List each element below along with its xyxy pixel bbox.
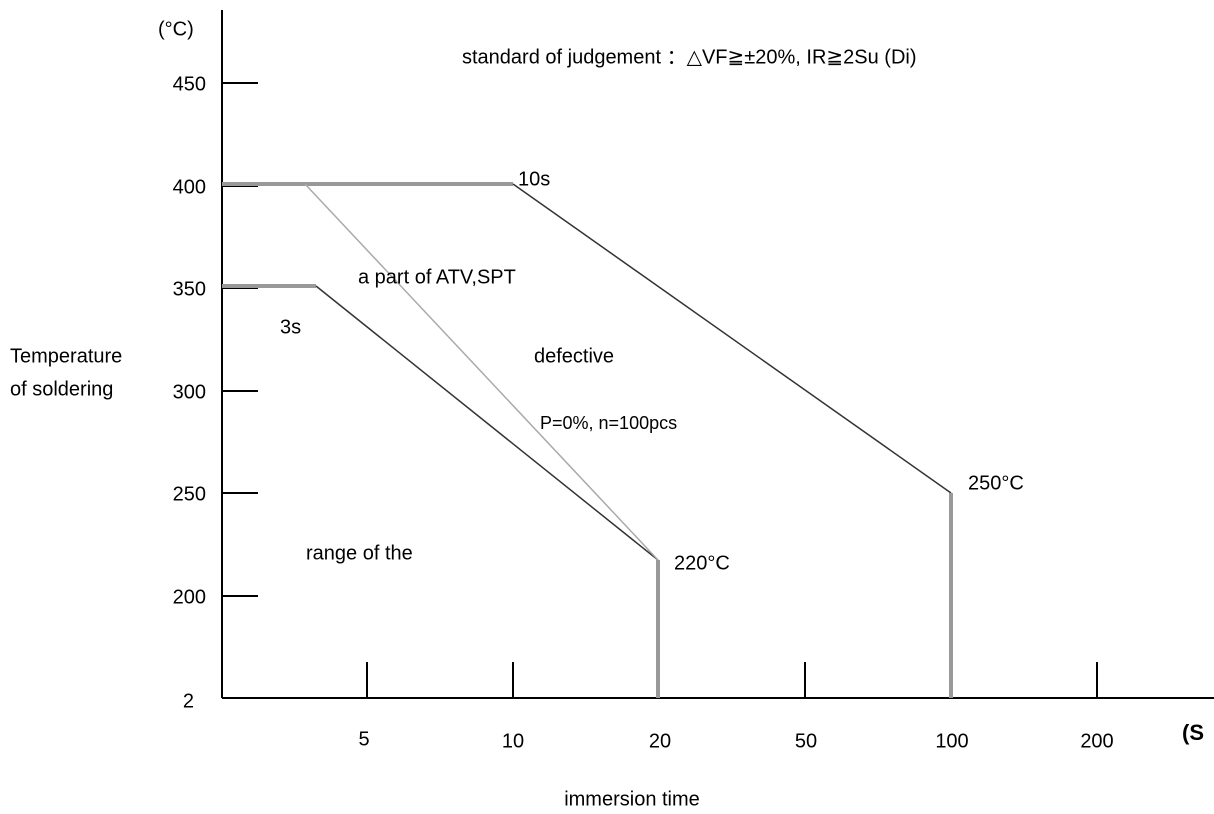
annotation: 220°C <box>674 552 730 574</box>
axes <box>221 10 1214 699</box>
y-title: Temperature <box>10 345 122 367</box>
annotation: 10s <box>518 168 550 190</box>
x-label: 50 <box>795 730 817 752</box>
x-label: 20 <box>649 730 671 752</box>
y-label: 250 <box>173 483 206 505</box>
x-label: 10 <box>502 730 524 752</box>
x-unit: (S <box>1182 720 1204 745</box>
upper-curve <box>512 183 952 494</box>
y-labels: 450 400 350 300 250 200 2 <box>173 73 206 712</box>
annotation: a part of ATV,SPT <box>358 266 516 288</box>
y-label: 350 <box>173 278 206 300</box>
annotation: range of the <box>306 542 413 564</box>
y-label: 2 <box>183 690 194 712</box>
annotation: 250°C <box>968 472 1024 494</box>
y-label: 300 <box>173 381 206 403</box>
x-title: immersion time <box>564 788 700 810</box>
atv-curve <box>304 183 659 561</box>
annotation: 3s <box>280 316 301 338</box>
y-title: of soldering <box>10 378 113 400</box>
y-label: 450 <box>173 73 206 95</box>
x-label: 5 <box>358 728 369 750</box>
note: standard of judgement ：△VF≧±20%, IR≧2Su … <box>462 46 917 68</box>
x-ticks <box>366 662 1098 698</box>
x-label: 100 <box>935 730 968 752</box>
x-label: 200 <box>1080 730 1113 752</box>
annotation: P=0%, n=100pcs <box>540 413 677 433</box>
y-ticks <box>222 82 258 597</box>
curves <box>222 182 953 698</box>
y-label: 200 <box>173 586 206 608</box>
lower-curve <box>315 285 659 561</box>
y-label: 400 <box>173 176 206 198</box>
unit: (°C) <box>158 18 194 40</box>
x-labels: 5 10 20 50 100 200 <box>358 728 1113 752</box>
annotation: defective <box>534 345 614 367</box>
